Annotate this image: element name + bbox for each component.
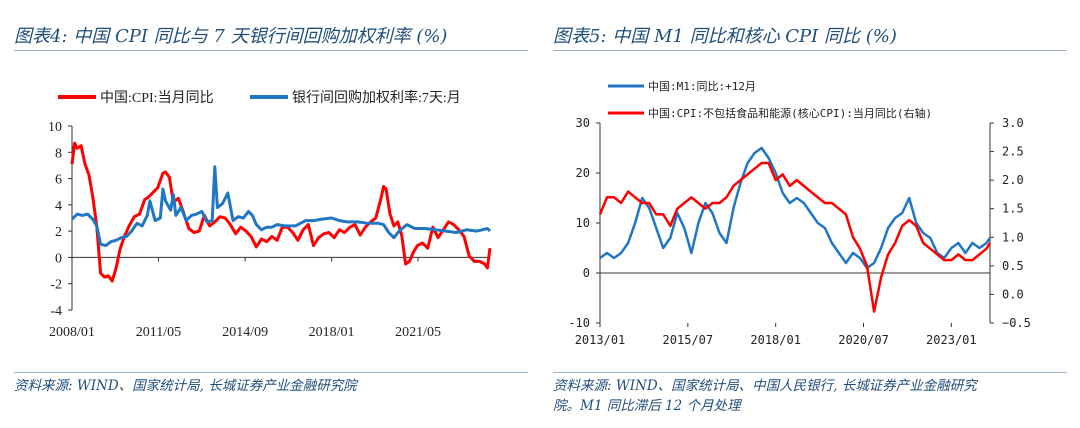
left-y-tick-label: 2 bbox=[55, 225, 62, 240]
left-legend-label-1: 银行间回购加权利率:7天:月 bbox=[292, 89, 461, 106]
left-legend-label-0: 中国:CPI:当月同比 bbox=[100, 90, 214, 106]
right-line-chart: -10 0 10 20 30 −0.5 0.0 0.5 1.0 1.5 2.0 2.5 3.0 2013/… bbox=[568, 80, 1031, 347]
left-series-line-1 bbox=[70, 165, 492, 248]
right-source-note: 资料来源: WIND、国家统计局、中国人民银行, 长城证券产业金融研究 院。M1… bbox=[553, 376, 1073, 416]
right-y-tick-label: 20 bbox=[576, 166, 590, 180]
right-y2-tick-label: 0.0 bbox=[1002, 287, 1024, 301]
right-source-rule bbox=[553, 372, 1067, 373]
right-series-line-0 bbox=[599, 146, 992, 270]
right-source-line-1: 资料来源: WIND、国家统计局、中国人民银行, 长城证券产业金融研究 bbox=[553, 378, 977, 394]
left-y-tick-label: -4 bbox=[50, 304, 62, 319]
right-x-tick-label: 2013/01 bbox=[575, 333, 626, 347]
right-y-tick-label: 30 bbox=[576, 116, 590, 130]
right-legend-label-0: 中国:M1:同比:+12月 bbox=[648, 80, 756, 93]
right-y2-tick-label: −0.5 bbox=[1002, 316, 1031, 330]
right-x-tick-label: 2015/07 bbox=[663, 333, 714, 347]
left-x-tick-label: 2011/05 bbox=[136, 325, 181, 340]
right-y2-tick-label: 1.5 bbox=[1002, 202, 1024, 216]
left-series-line-0 bbox=[70, 141, 492, 283]
right-y2-tick-label: 1.0 bbox=[1002, 230, 1024, 244]
right-title-rule bbox=[553, 50, 1067, 51]
right-chart-title: 图表5: 中国 M1 同比和核心 CPI 同比 (%) bbox=[553, 26, 897, 47]
left-x-tick-label: 2021/05 bbox=[395, 325, 441, 340]
right-y-tick-label: 0 bbox=[583, 266, 590, 280]
left-x-tick-label: 2014/09 bbox=[222, 325, 268, 340]
left-y-tick-label: 8 bbox=[55, 146, 62, 161]
right-y2-tick-label: 2.5 bbox=[1002, 145, 1024, 159]
right-source-line-2: 院。M1 同比滞后 12 个月处理 bbox=[553, 398, 741, 414]
right-y2-tick-label: 2.0 bbox=[1002, 173, 1024, 187]
left-y-tick-label: 10 bbox=[48, 120, 62, 135]
right-y2-tick-label: 3.0 bbox=[1002, 116, 1024, 130]
right-y2-tick-label: 0.5 bbox=[1002, 259, 1024, 273]
left-chart-title: 图表4: 中国 CPI 同比与 7 天银行间回购加权利率 (%) bbox=[14, 26, 448, 47]
right-legend-label-1: 中国:CPI:不包括食品和能源(核心CPI):当月同比(右轴) bbox=[648, 106, 932, 120]
left-title-rule bbox=[14, 50, 528, 51]
right-series-line-1 bbox=[598, 161, 992, 313]
left-y-tick-label: 0 bbox=[55, 251, 62, 266]
left-x-tick-label: 2018/01 bbox=[309, 325, 355, 340]
left-y-tick-label: 4 bbox=[55, 199, 62, 214]
right-y-tick-label: -10 bbox=[568, 316, 590, 330]
right-x-tick-label: 2018/01 bbox=[750, 333, 801, 347]
left-source-rule bbox=[14, 372, 528, 373]
left-y-tick-label: 6 bbox=[55, 173, 62, 188]
right-x-tick-label: 2020/07 bbox=[838, 333, 889, 347]
left-y-tick-label: -2 bbox=[50, 278, 62, 293]
right-x-tick-label: 2023/01 bbox=[926, 333, 977, 347]
left-line-chart: -4 -2 0 2 4 6 8 10 2008/01 2011/05 2014/09 2018/01 2… bbox=[48, 89, 492, 340]
right-y-tick-label: 10 bbox=[576, 216, 590, 230]
left-x-tick-label: 2008/01 bbox=[49, 325, 95, 340]
left-source-note: 资料来源: WIND、国家统计局, 长城证券产业金融研究院 bbox=[14, 378, 357, 394]
